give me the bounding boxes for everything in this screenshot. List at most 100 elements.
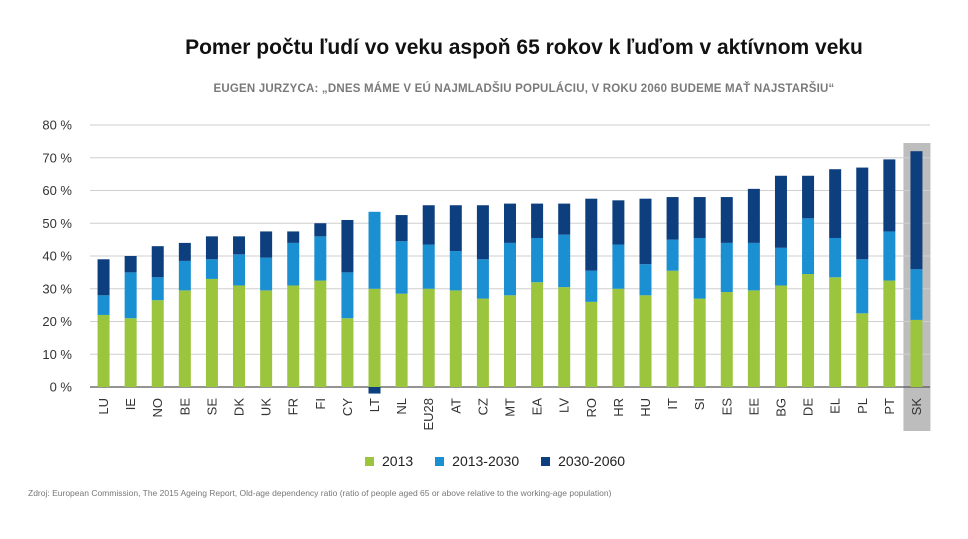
bar-hu-series-1 bbox=[639, 264, 652, 296]
x-tick-label: SE bbox=[204, 398, 219, 416]
bar-hr-series-0 bbox=[612, 288, 625, 387]
bar-nl-series-2 bbox=[395, 215, 408, 242]
bar-sk-series-2 bbox=[910, 151, 923, 270]
bar-si-series-0 bbox=[693, 298, 706, 387]
x-tick-label: ES bbox=[719, 398, 734, 416]
bar-uk-series-0 bbox=[260, 290, 273, 387]
x-tick-label: EU28 bbox=[421, 398, 436, 431]
bar-at-series-1 bbox=[449, 251, 462, 291]
bar-fi-series-0 bbox=[314, 280, 327, 387]
y-tick-label: 30 % bbox=[42, 281, 72, 296]
legend-item-2030-2060: 2030-2060 bbox=[541, 453, 625, 469]
bar-ie-series-1 bbox=[124, 272, 137, 319]
bar-cy-series-2 bbox=[341, 219, 354, 273]
bar-ee-series-1 bbox=[747, 242, 760, 291]
bar-hr-series-1 bbox=[612, 244, 625, 289]
bar-uk-series-1 bbox=[260, 257, 273, 291]
bar-fi-series-1 bbox=[314, 236, 327, 281]
bar-lv-series-0 bbox=[558, 287, 571, 387]
bar-nl-series-1 bbox=[395, 241, 408, 294]
legend-label-2030-2060: 2030-2060 bbox=[558, 453, 626, 469]
legend-swatch-2013-2030 bbox=[435, 456, 445, 466]
bar-eu28-series-0 bbox=[422, 288, 435, 387]
legend-label-2013: 2013 bbox=[382, 453, 414, 469]
bar-lv-series-1 bbox=[558, 234, 571, 288]
bar-si-series-2 bbox=[693, 197, 706, 238]
bar-ea-series-2 bbox=[531, 203, 544, 238]
bar-se-series-1 bbox=[205, 259, 218, 279]
bar-ro-series-0 bbox=[585, 301, 598, 387]
bar-cy-series-1 bbox=[341, 272, 354, 319]
source-note: Zdroj: European Commission, The 2015 Age… bbox=[28, 488, 612, 498]
x-tick-label: FR bbox=[286, 398, 301, 415]
bar-dk-series-0 bbox=[233, 285, 246, 387]
bar-sk-series-1 bbox=[910, 269, 923, 320]
bar-bg-series-1 bbox=[774, 247, 787, 286]
bar-hu-series-2 bbox=[639, 198, 652, 265]
chart-title: Pomer počtu ľudí vo veku aspoň 65 rokov … bbox=[185, 36, 863, 59]
bar-el-series-2 bbox=[829, 169, 842, 238]
bar-mt-series-2 bbox=[504, 203, 516, 243]
x-tick-label: DE bbox=[801, 398, 816, 416]
x-tick-label: AT bbox=[448, 398, 463, 414]
bar-se-series-0 bbox=[205, 278, 218, 387]
bar-it-series-2 bbox=[666, 197, 679, 240]
bar-de-series-0 bbox=[802, 274, 815, 387]
bar-be-series-1 bbox=[178, 260, 191, 291]
bar-no-series-1 bbox=[151, 277, 164, 301]
bar-fr-series-2 bbox=[287, 231, 300, 243]
bar-it-series-1 bbox=[666, 239, 679, 271]
y-tick-label: 80 % bbox=[42, 118, 72, 133]
x-tick-label: LT bbox=[367, 398, 382, 412]
x-tick-label: CZ bbox=[475, 398, 490, 415]
bar-si-series-1 bbox=[693, 237, 706, 299]
x-tick-label: NL bbox=[394, 398, 409, 415]
bar-pl-series-2 bbox=[856, 167, 869, 260]
bar-pl-series-0 bbox=[856, 313, 869, 387]
x-tick-label: SK bbox=[909, 398, 924, 416]
bar-lt-series-0 bbox=[368, 288, 381, 387]
x-tick-label: MT bbox=[503, 398, 518, 417]
bar-lt-series-1 bbox=[368, 211, 381, 289]
bar-ie-series-2 bbox=[124, 256, 137, 273]
bar-eu28-series-2 bbox=[422, 205, 435, 245]
bar-es-series-1 bbox=[720, 242, 733, 293]
bar-eu28-series-1 bbox=[422, 244, 435, 289]
bar-lu-series-1 bbox=[97, 295, 110, 315]
legend-swatch-2030-2060 bbox=[541, 456, 551, 466]
bar-lu-series-2 bbox=[97, 259, 110, 296]
bar-at-series-2 bbox=[449, 205, 462, 252]
bar-ee-series-2 bbox=[747, 188, 760, 243]
bar-fi-series-2 bbox=[314, 223, 327, 237]
y-tick-label: 70 % bbox=[42, 150, 72, 165]
x-tick-label: IE bbox=[123, 398, 138, 411]
legend-label-2013-2030: 2013-2030 bbox=[452, 453, 520, 469]
bar-pl-series-1 bbox=[856, 259, 869, 314]
bar-ie-series-0 bbox=[124, 318, 137, 387]
x-tick-label: HU bbox=[638, 398, 653, 417]
bar-sk-series-0 bbox=[910, 319, 923, 387]
bar-bg-series-0 bbox=[774, 285, 787, 387]
bar-el-series-1 bbox=[829, 237, 842, 278]
bar-pt-series-0 bbox=[883, 280, 896, 387]
y-tick-label: 60 % bbox=[42, 183, 72, 198]
x-tick-label: PL bbox=[855, 398, 870, 414]
bar-hr-series-2 bbox=[612, 200, 625, 245]
bar-ee-series-0 bbox=[747, 290, 760, 387]
x-tick-label: NO bbox=[150, 398, 165, 418]
bar-de-series-1 bbox=[802, 218, 815, 275]
legend-item-2013-2030: 2013-2030 bbox=[435, 453, 519, 469]
bar-no-series-0 bbox=[151, 300, 164, 387]
bar-dk-series-1 bbox=[233, 254, 246, 286]
x-tick-label: EA bbox=[530, 398, 545, 416]
bar-fr-series-0 bbox=[287, 285, 300, 387]
chart-subtitle: EUGEN JURZYCA: „DNES MÁME V EÚ NAJMLADŠI… bbox=[213, 83, 835, 95]
bar-mt-series-0 bbox=[504, 295, 516, 387]
bar-uk-series-2 bbox=[260, 231, 273, 258]
bar-ro-series-1 bbox=[585, 270, 598, 302]
legend-item-2013: 2013 bbox=[365, 453, 413, 469]
legend-swatch-2013 bbox=[365, 456, 374, 466]
bar-fr-series-1 bbox=[287, 242, 300, 286]
x-tick-label: HR bbox=[611, 398, 626, 417]
